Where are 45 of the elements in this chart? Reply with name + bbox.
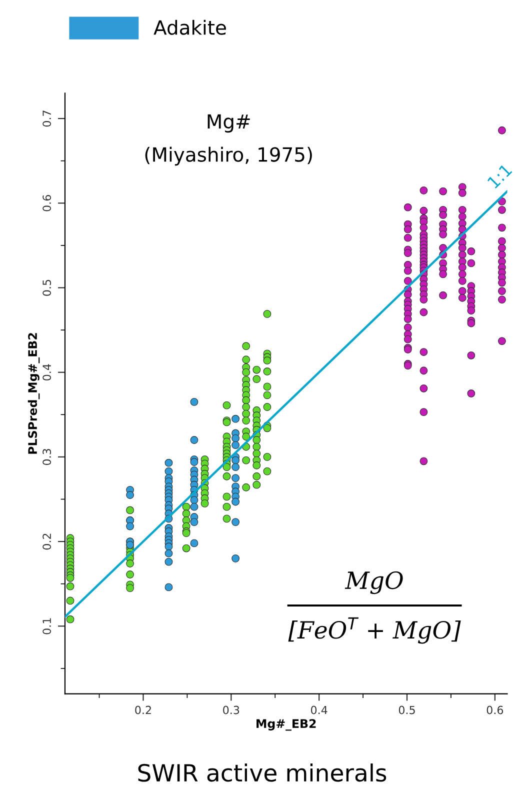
point [164,458,173,467]
text: SWIR active minerals [138,763,386,782]
annotation: Mg# [208,114,250,133]
x-axis-title: Mg#_EB2 [256,719,316,731]
point [232,414,240,423]
y-tick-label: 0.6 [42,194,52,212]
y-tick-label: 0.2 [42,534,52,550]
point [232,554,240,562]
point [190,458,198,466]
point [190,518,198,526]
annotation: (Miyashiro, 1975) [145,146,312,166]
point [164,467,173,476]
annotation: MgO [344,571,403,594]
y-tick-label: 0.3 [42,448,52,466]
point [232,518,240,526]
point [190,502,198,511]
point [190,398,198,406]
x-tick-label: 0.5 [398,706,415,714]
y-tick-label: 0.4 [42,364,52,380]
point [126,522,134,530]
point [190,436,198,444]
point [232,441,240,450]
point [164,558,173,566]
point [232,434,240,442]
point [232,456,240,464]
y-tick-label: 0.7 [42,110,52,127]
x-tick-label: 0.3 [223,706,240,714]
x-tick-label: 0.4 [310,706,328,714]
point [232,474,240,482]
point [164,549,173,558]
point [232,498,240,506]
legend-label: Adakite [154,20,226,35]
x-tick-label: 0.2 [135,706,151,714]
annotation: 1:1 [487,164,512,189]
annotation: [FeO$^{T}$ + MgO] [288,617,461,644]
x-tick-label: 0.6 [486,706,504,714]
point [232,463,240,472]
y-axis-title: PLSPred_Mg#_EB2 [28,333,40,454]
y-tick-label: 0.1 [42,618,52,634]
point [164,583,173,592]
point [190,496,198,504]
point [164,542,173,551]
y-tick-label: 0.5 [42,280,52,296]
point [126,491,134,499]
point [190,539,198,548]
